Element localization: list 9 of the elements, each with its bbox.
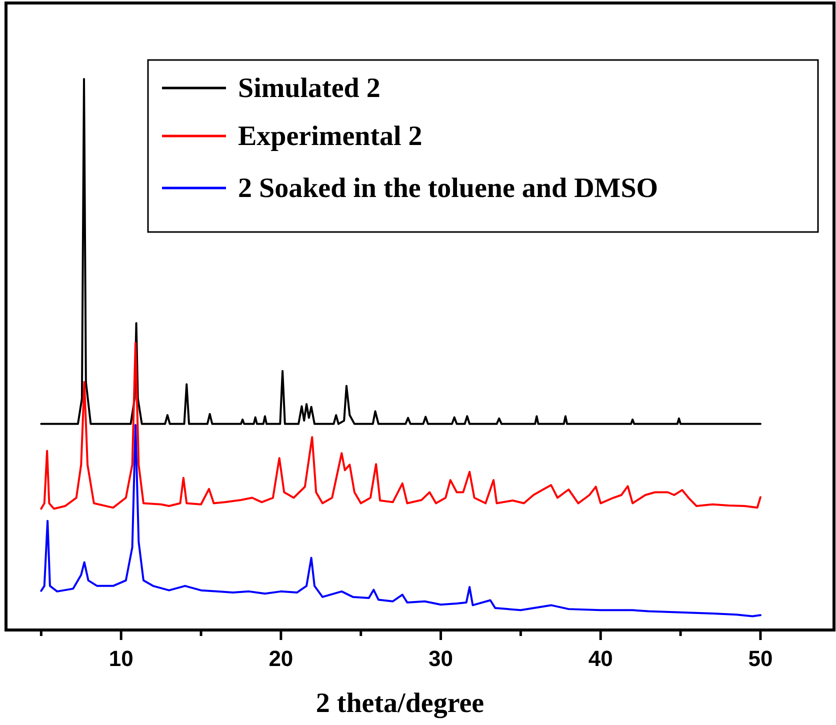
legend-label: Experimental 2 <box>238 121 422 152</box>
x-tick-label: 20 <box>268 646 294 671</box>
x-tick-label: 40 <box>588 646 613 671</box>
x-tick-label: 50 <box>748 646 773 671</box>
x-tick-label: 30 <box>428 646 454 671</box>
x-axis-title: 2 theta/degree <box>316 688 484 719</box>
legend-label: 2 Soaked in the toluene and DMSO <box>238 173 658 204</box>
legend-label: Simulated 2 <box>238 73 380 104</box>
x-tick-label: 10 <box>108 646 134 671</box>
